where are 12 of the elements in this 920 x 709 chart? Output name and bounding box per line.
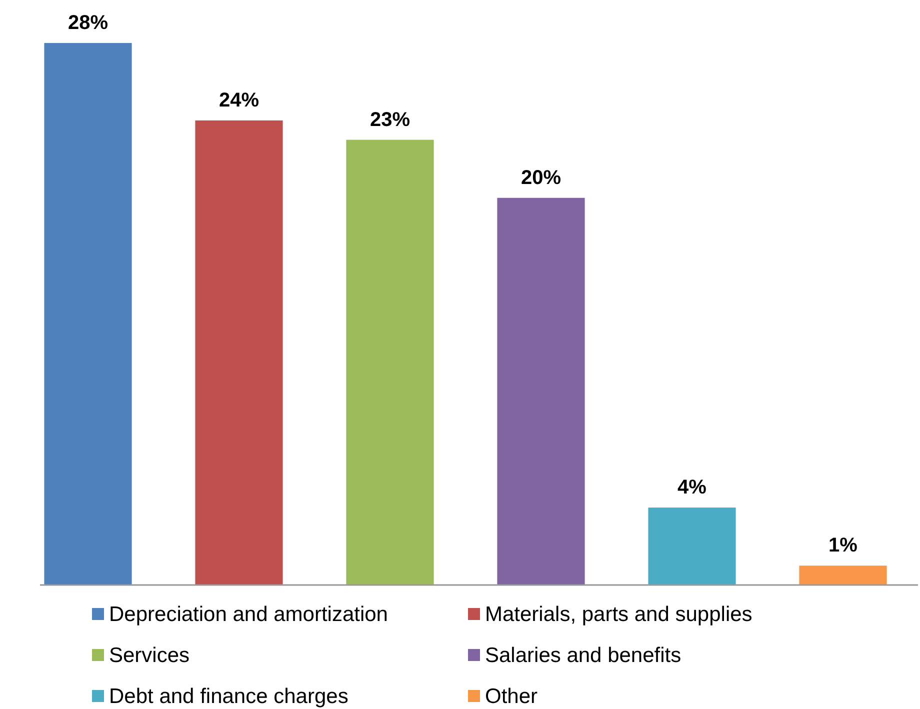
legend-label: Depreciation and amortization [109, 603, 388, 626]
data-label: 20% [520, 166, 562, 189]
legend-label: Other [485, 685, 538, 708]
data-label: 24% [218, 89, 260, 112]
data-label: 4% [678, 476, 707, 499]
data-label: 23% [370, 108, 410, 131]
legend-label: Materials, parts and supplies [485, 603, 752, 626]
legend-label: Services [109, 644, 190, 667]
data-label: 28% [68, 12, 108, 34]
legend-label: Salaries and benefits [485, 644, 682, 667]
data-label: 1% [828, 534, 858, 557]
legend-label: Debt and finance charges [109, 685, 348, 708]
